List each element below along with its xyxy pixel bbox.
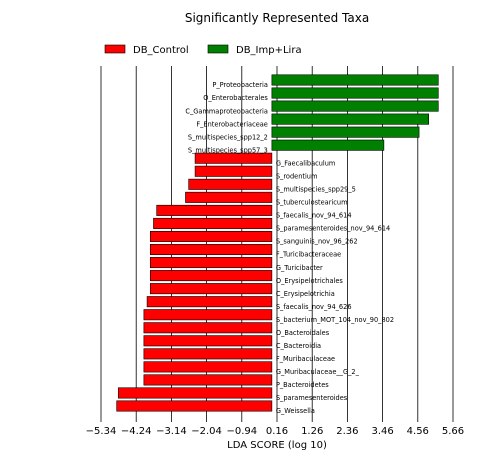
bar-o-erysipelotrichales (149, 270, 273, 282)
bar-label: S_multispecies_spp57_3 (188, 146, 268, 154)
bar-s-faecalis-nov-94-626 (146, 296, 273, 308)
bar-s-faecalis-nov-94-614 (156, 204, 273, 216)
x-tick-label: −2.04 (191, 426, 222, 437)
bar-p-proteobacteria (271, 74, 439, 86)
bar-g-weissella (116, 400, 273, 412)
bar-label: F_Turicibacteraceae (276, 251, 341, 259)
bar-label: S_multispecies_spp12_2 (188, 133, 268, 141)
x-axis-label: LDA SCORE (log 10) (227, 440, 327, 451)
bar-s-paramesenteroides-nov-94-614 (153, 217, 273, 229)
bar-s-paramesenteroides (117, 387, 273, 399)
bar-label: G_Faecalibaculum (276, 159, 336, 167)
bar-labels: P_Proteobacteria O_Enterobacterales C_Gamm… (185, 81, 394, 415)
bar-g-muribaculaceae-g-2- (143, 361, 273, 373)
x-tick-label: 5.66 (442, 426, 464, 437)
bar-label: C_Gammaproteobacteria (185, 107, 267, 115)
bar-s-tuberculostearicum (185, 191, 273, 203)
bar-o-bacteroidales (143, 322, 273, 334)
x-tick-label: 0.16 (266, 426, 288, 437)
legend-swatch-db-imp-lira (207, 44, 229, 54)
bar-s-multispecies-spp29-5 (188, 178, 273, 190)
bar-label: G_Turicibacter (276, 264, 323, 272)
bar-label: S_faecalis_nov_94_626 (276, 303, 352, 311)
x-tick-label: 1.26 (301, 426, 323, 437)
bar-label: C_Erysipelotrichia (276, 290, 335, 298)
bar-label: G_Muribaculaceae__G_2_ (276, 368, 360, 376)
x-axis: −5.34 −4.24 −3.14 −2.04 −0.94 0.16 1.26 2.36 3.4… (86, 418, 464, 437)
bar-f-muribaculaceae (143, 348, 273, 360)
legend-label-db-imp-lira: DB_Imp+Lira (236, 45, 302, 56)
bar-label: O_Erysipelotrichales (276, 277, 344, 285)
bar-s-multispecies-spp57-3 (271, 139, 385, 151)
bar-label: S_faecalis_nov_94_614 (276, 212, 352, 220)
bar-s-rodentium (194, 165, 273, 177)
bar-label: O_Enterobacterales (203, 94, 268, 102)
x-tick-label: −0.94 (226, 426, 257, 437)
bar-label: S_sanguinis_nov_96_262 (276, 238, 358, 246)
chart-title: Significantly Represented Taxa (185, 11, 369, 25)
x-tick-label: −3.14 (156, 426, 187, 437)
bar-label: S_rodentium (276, 172, 318, 180)
bar-s-multispecies-spp12-2 (271, 126, 420, 138)
bar-label: C_Bacteroidia (276, 342, 321, 350)
bar-label: G_Weissella (276, 407, 315, 415)
bar-label: S_paramesenteroides (276, 394, 348, 402)
bar-label: S_tuberculostearicum (276, 199, 348, 207)
x-tick-label: −5.34 (86, 426, 117, 437)
gridlines (100, 66, 454, 418)
bar-label: P_Proteobacteria (212, 81, 268, 89)
bar-label: F_Enterobacteriaceae (196, 120, 268, 128)
x-tick-label: −4.24 (121, 426, 152, 437)
bar-o-enterobacterales (271, 87, 439, 99)
bar-f-enterobacteriaceae (271, 113, 429, 125)
bar-p-bacteroidetes (143, 374, 273, 386)
x-tick-label: 4.56 (407, 426, 429, 437)
bars (116, 74, 439, 412)
bar-label: S_multispecies_spp29_5 (276, 186, 356, 194)
legend: DB_Control DB_Imp+Lira (104, 44, 302, 56)
bar-s-bacterium-mot-104-nov-90-802 (143, 309, 273, 321)
bar-label: F_Muribaculaceae (276, 355, 335, 363)
bar-label: O_Bacteroidales (276, 329, 330, 337)
bar-label: S_paramesenteroides_nov_94_614 (276, 225, 390, 233)
bar-label: S_bacterium_MOT_104_nov_90_802 (276, 316, 394, 324)
bar-c-gammaproteobacteria (271, 100, 439, 112)
bar-s-sanguinis-nov-96-262 (149, 230, 273, 242)
legend-label-db-control: DB_Control (133, 45, 189, 56)
bar-g-faecalibaculum (194, 152, 273, 164)
x-tick-label: 2.36 (336, 426, 358, 437)
legend-swatch-db-control (104, 44, 126, 54)
bar-c-bacteroidia (143, 335, 273, 347)
bar-c-erysipelotrichia (149, 283, 273, 295)
bar-g-turicibacter (149, 257, 273, 269)
bar-label: P_Bacteroidetes (276, 381, 329, 389)
bar-f-turicibacteraceae (149, 244, 273, 256)
x-tick-label: 3.46 (371, 426, 393, 437)
